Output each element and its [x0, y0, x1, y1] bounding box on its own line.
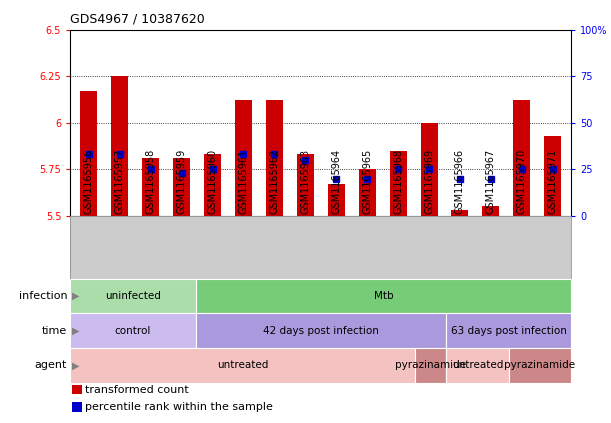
Text: Mtb: Mtb	[373, 291, 393, 301]
Bar	[446, 313, 571, 348]
Text: agent: agent	[35, 360, 67, 371]
Text: uninfected: uninfected	[105, 291, 161, 301]
Bar	[80, 91, 97, 216]
Text: infection: infection	[18, 291, 67, 301]
Bar	[327, 184, 345, 216]
Bar	[420, 123, 437, 216]
Text: ▶: ▶	[71, 291, 79, 301]
Text: percentile rank within the sample: percentile rank within the sample	[86, 402, 273, 412]
Bar	[70, 313, 196, 348]
Bar	[544, 136, 562, 216]
Bar	[71, 385, 81, 394]
Bar	[513, 100, 530, 216]
Bar	[482, 206, 499, 216]
Bar	[297, 154, 314, 216]
Text: 42 days post infection: 42 days post infection	[263, 326, 379, 336]
Text: pyrazinamide: pyrazinamide	[395, 360, 466, 371]
Bar	[266, 100, 283, 216]
Bar	[359, 169, 376, 216]
Bar	[446, 348, 509, 383]
Bar	[71, 402, 81, 412]
Bar	[196, 279, 571, 313]
Bar	[70, 348, 415, 383]
Bar	[415, 348, 446, 383]
Bar	[204, 154, 221, 216]
Text: transformed count: transformed count	[86, 385, 189, 395]
Text: untreated: untreated	[217, 360, 268, 371]
Bar	[235, 100, 252, 216]
Text: time: time	[42, 326, 67, 336]
Text: pyrazinamide: pyrazinamide	[505, 360, 576, 371]
Text: control: control	[115, 326, 151, 336]
Text: ▶: ▶	[71, 326, 79, 336]
Bar	[111, 76, 128, 216]
Text: 63 days post infection: 63 days post infection	[451, 326, 566, 336]
Bar	[390, 151, 406, 216]
Bar	[452, 210, 469, 216]
Bar	[142, 158, 159, 216]
Text: untreated: untreated	[452, 360, 503, 371]
Bar	[509, 348, 571, 383]
Bar	[196, 313, 446, 348]
Bar	[70, 279, 196, 313]
Text: GDS4967 / 10387620: GDS4967 / 10387620	[70, 12, 205, 25]
Text: ▶: ▶	[71, 360, 79, 371]
Bar	[173, 158, 190, 216]
